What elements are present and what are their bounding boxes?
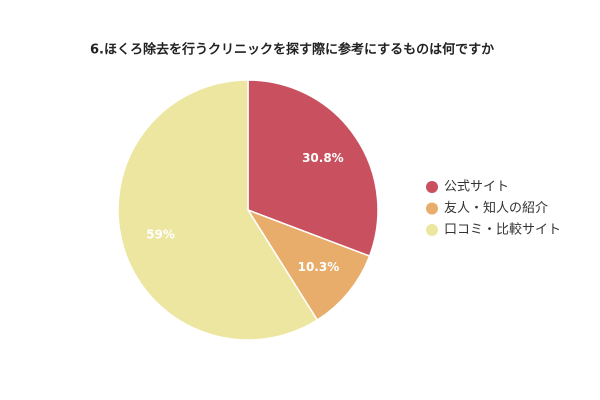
pie-slice <box>117 79 319 341</box>
legend-label: 公式サイト <box>444 180 509 195</box>
chart-title: 6.ほくろ除去を行うクリニックを探す際に参考にするものは何ですか <box>90 42 494 58</box>
legend-marker <box>426 202 438 215</box>
data-label: 10.3% <box>298 260 340 274</box>
data-label: 30.8% <box>302 151 344 165</box>
pie-slice <box>247 79 379 258</box>
legend-marker <box>426 224 438 236</box>
legend-marker <box>426 181 438 193</box>
pie-slice <box>246 208 371 322</box>
data-label: 59% <box>146 228 175 242</box>
legend-label: 友人・知人の紹介 <box>444 200 548 216</box>
legend-label: 口コミ・比較サイト <box>444 223 561 238</box>
